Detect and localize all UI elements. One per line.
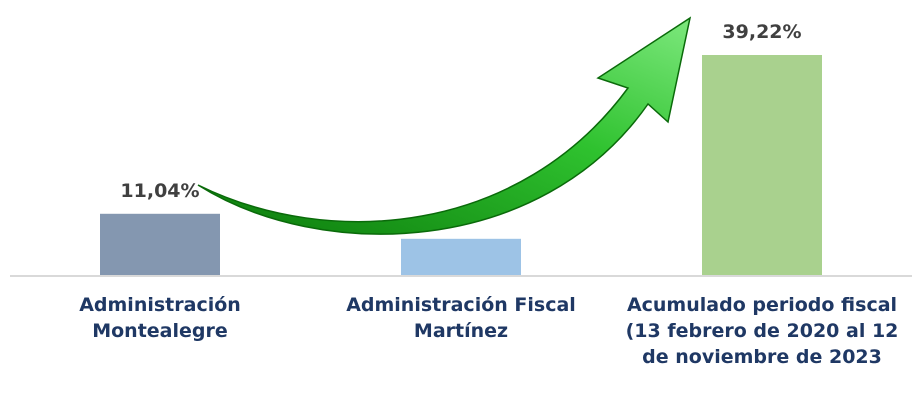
bar [100, 213, 220, 276]
growth-arrow [197, 16, 692, 235]
category-label: Acumulado periodo fiscal (13 febrero de … [625, 294, 899, 368]
value-label: 39,22% [722, 21, 801, 43]
bar [401, 238, 521, 276]
bar [702, 55, 822, 276]
value-label: 11,04% [120, 180, 199, 202]
bars [100, 55, 822, 276]
category-label: Administración Fiscal Martínez [346, 294, 576, 342]
category-label: Administración Montealegre [79, 294, 241, 342]
